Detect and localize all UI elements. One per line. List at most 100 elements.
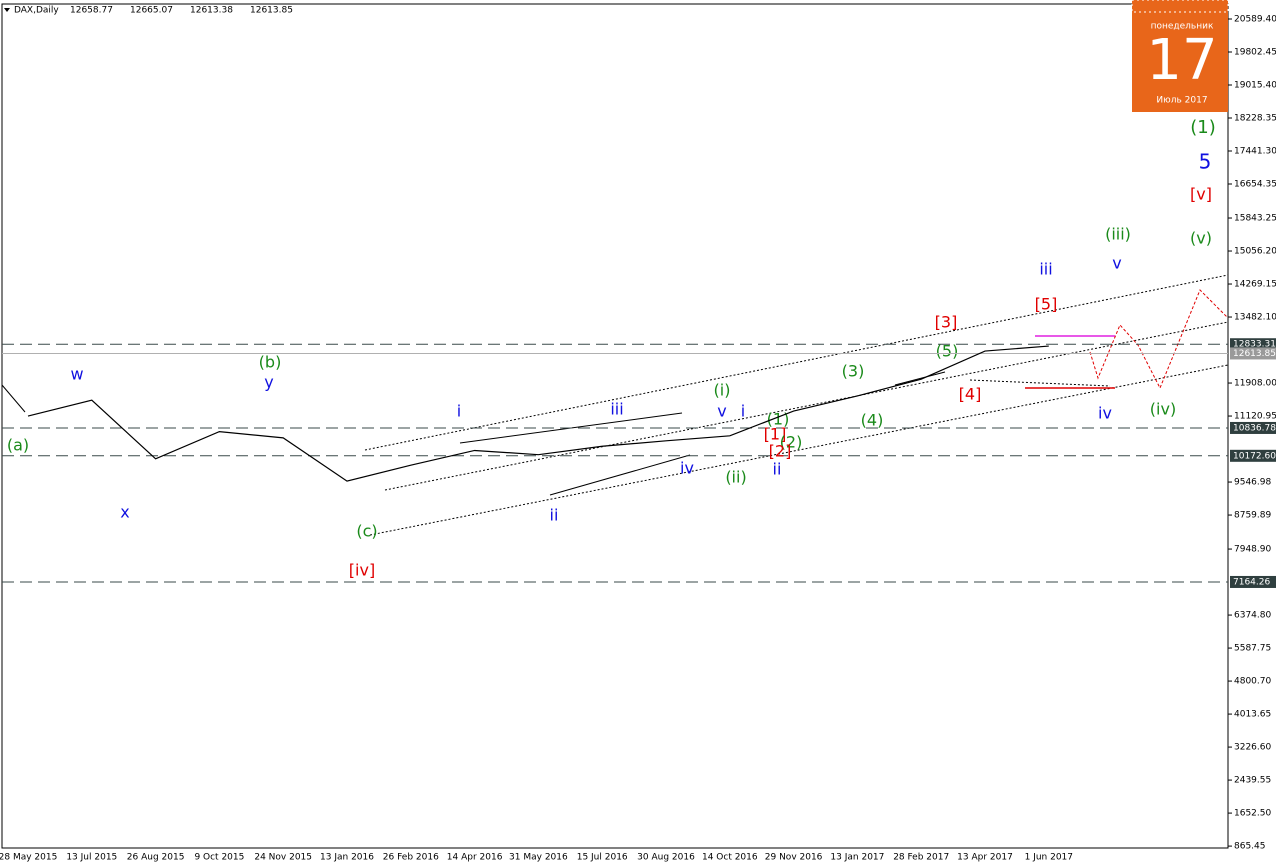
level-label: 7164.26 — [1233, 577, 1270, 587]
wave-label: [3] — [935, 313, 958, 332]
price-line — [27, 345, 1049, 482]
x-tick-label: 15 Jul 2016 — [577, 853, 628, 863]
wave-label: w — [70, 365, 83, 384]
wave-label: (iv) — [1150, 400, 1176, 419]
y-tick-label: 18228.35 — [1234, 114, 1276, 124]
wave-label: (v) — [1190, 229, 1212, 248]
y-tick-label: 3226.60 — [1234, 743, 1271, 753]
wave-label: iii — [610, 400, 623, 419]
menu-arrow[interactable] — [4, 8, 10, 12]
x-tick-label: 13 Jan 2016 — [320, 853, 374, 863]
level-label-bg — [1230, 449, 1276, 462]
level-label-bg — [1230, 421, 1276, 434]
y-tick-label: 9546.98 — [1234, 478, 1271, 488]
wave-label: [2] — [769, 442, 792, 461]
level-label: 10836.78 — [1233, 423, 1276, 433]
wave-label: (iii) — [1105, 225, 1131, 244]
y-tick-label: 8759.89 — [1234, 511, 1271, 521]
wave-label: [5] — [1035, 295, 1058, 314]
wave-labels: (a) w x (b) y (c) [iv] i ii iii iv v i (… — [7, 117, 1216, 580]
channel-lines — [364, 274, 1229, 536]
y-tick-label: 5587.75 — [1234, 644, 1271, 654]
wave-label: [4] — [959, 385, 982, 404]
wave-label: iii — [1039, 260, 1052, 279]
x-tick-label: 13 Jan 2017 — [830, 853, 884, 863]
x-tick-label: 13 Apr 2017 — [957, 853, 1013, 863]
ohlc-value: 12665.07 — [130, 6, 173, 16]
calendar-weekday: понедельник — [1151, 22, 1214, 32]
forecast-path — [1089, 289, 1229, 390]
y-tick-label: 17441.30 — [1234, 147, 1276, 157]
wave-label: y — [264, 373, 273, 392]
wave-label: (4) — [861, 411, 884, 430]
y-tick-label: 15056.20 — [1234, 247, 1276, 257]
wave-label: [1] — [764, 425, 787, 444]
wave-label: (1) — [1190, 117, 1216, 138]
wave-label: (2) — [780, 433, 803, 452]
x-tick-label: 26 Aug 2015 — [127, 853, 185, 863]
x-tick-label: 28 Feb 2017 — [893, 853, 949, 863]
ohlc-value: 12613.85 — [250, 6, 293, 16]
last-price-bg — [1230, 347, 1276, 360]
y-tick-label: 7948.90 — [1234, 545, 1271, 555]
y-tick-label: 13482.10 — [1234, 313, 1276, 323]
wave-label: iv — [680, 459, 694, 478]
y-tick-label: 16654.35 — [1234, 180, 1276, 190]
level-label-bg — [1230, 338, 1276, 351]
plot-frame — [1, 3, 1229, 849]
y-tick-label: 15843.25 — [1234, 214, 1276, 224]
level-label: 10172.60 — [1233, 451, 1276, 461]
calendar-day: 17 — [1146, 28, 1217, 93]
ohlc-value: 12613.38 — [190, 6, 233, 16]
wave-label: (ii) — [725, 468, 746, 487]
y-tick-label: 865.45 — [1234, 842, 1266, 852]
y-tick-label: 6374.80 — [1234, 611, 1271, 621]
wave-label: ii — [773, 460, 782, 479]
ohlc-value: 12658.77 — [70, 6, 113, 16]
y-tick-label: 20589.40 — [1234, 14, 1276, 24]
wave-label: [v] — [1190, 185, 1212, 204]
calendar-month: Июль 2017 — [1156, 96, 1207, 106]
wave-label: (1) — [767, 410, 790, 429]
y-tick-label: 4013.65 — [1234, 710, 1271, 720]
wave-label: ii — [550, 506, 559, 525]
y-tick-label: 14269.15 — [1234, 280, 1276, 290]
y-tick-label: 4800.70 — [1234, 677, 1271, 687]
x-tick-label: 14 Apr 2016 — [447, 853, 503, 863]
wave-label: i — [457, 402, 461, 421]
last-price-label: 12613.85 — [1233, 349, 1276, 359]
y-tick-label: 11120.95 — [1234, 412, 1276, 422]
x-tick-label: 26 Feb 2016 — [383, 853, 439, 863]
calendar — [1132, 6, 1228, 112]
x-tick-label: 31 May 2016 — [509, 853, 568, 863]
wave-label: v — [1112, 254, 1121, 273]
wave-label: 5 — [1199, 150, 1212, 174]
wave-label: [iv] — [349, 561, 375, 580]
y-tick-label: 19015.40 — [1234, 80, 1276, 90]
x-tick-label: 28 May 2015 — [0, 853, 57, 863]
x-tick-label: 14 Oct 2016 — [702, 853, 758, 863]
wave-label: (5) — [936, 342, 959, 361]
wave-label: iv — [1098, 404, 1112, 423]
wave-label: (i) — [714, 381, 731, 400]
wave-label: (a) — [7, 436, 29, 455]
wave-label: x — [120, 503, 129, 522]
symbol: DAX,Daily — [14, 6, 59, 16]
y-tick-label: 19802.45 — [1234, 47, 1276, 57]
y-tick-label: 11908.00 — [1234, 379, 1276, 389]
x-tick-label: 29 Nov 2016 — [765, 853, 823, 863]
wave-label: (3) — [842, 362, 865, 381]
x-tick-label: 30 Aug 2016 — [637, 853, 695, 863]
wave-label: v — [717, 402, 726, 421]
wave-label: i — [741, 402, 745, 421]
wave-label: (c) — [356, 522, 377, 541]
calendar-rings — [1131, 0, 1229, 13]
y-tick-label: 1652.50 — [1234, 809, 1271, 819]
level-label-bg — [1230, 575, 1276, 588]
y-tick-label: 2439.55 — [1234, 776, 1271, 786]
x-tick-label: 13 Jul 2015 — [66, 853, 117, 863]
wave-label: (b) — [259, 353, 282, 372]
x-tick-label: 24 Nov 2015 — [254, 853, 312, 863]
